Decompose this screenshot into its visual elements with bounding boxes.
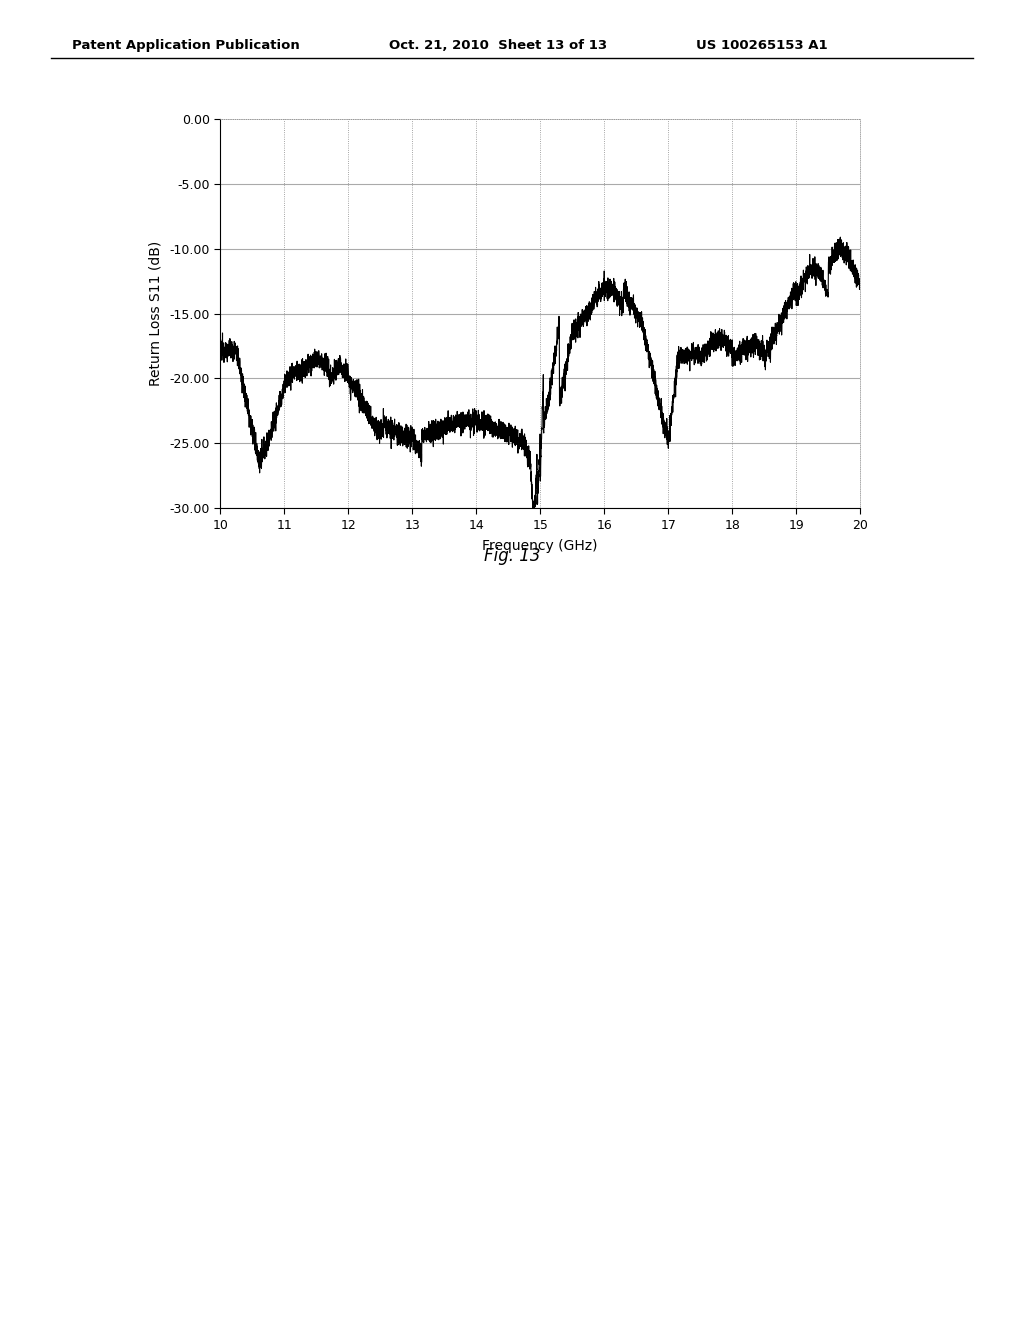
Text: Fig. 13: Fig. 13	[483, 546, 541, 565]
Text: US 100265153 A1: US 100265153 A1	[696, 38, 828, 51]
Text: Patent Application Publication: Patent Application Publication	[72, 38, 299, 51]
Text: Oct. 21, 2010  Sheet 13 of 13: Oct. 21, 2010 Sheet 13 of 13	[389, 38, 607, 51]
X-axis label: Frequency (GHz): Frequency (GHz)	[482, 539, 598, 553]
Y-axis label: Return Loss S11 (dB): Return Loss S11 (dB)	[148, 240, 163, 387]
